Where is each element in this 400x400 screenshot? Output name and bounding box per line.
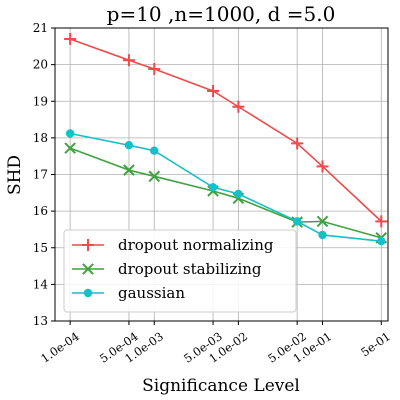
legend-label: gaussian	[118, 284, 185, 302]
x-tick-label: 5e-01	[358, 329, 393, 359]
y-tick-label: 20	[33, 58, 48, 72]
y-tick-label: 13	[33, 314, 48, 328]
y-axis-label: SHD	[5, 155, 25, 195]
data-point	[316, 215, 329, 228]
data-point	[318, 230, 327, 240]
series-0	[64, 32, 388, 228]
legend-entry: dropout normalizing	[72, 236, 274, 254]
data-point	[291, 137, 304, 150]
y-axis: 13 14 15 16 17 18 19 20 21	[33, 21, 55, 328]
data-point	[375, 215, 388, 228]
legend-label: dropout stabilizing	[118, 260, 262, 278]
legend-entry: dropout stabilizing	[72, 260, 262, 278]
y-tick-label: 18	[33, 131, 48, 145]
data-point	[148, 170, 161, 183]
x-axis: 1.0e-04 5.0e-041.0e-03 5.0e-031.0e-02 5.0e-…	[38, 321, 393, 366]
series-line	[69, 38, 382, 222]
data-point	[234, 189, 243, 199]
data-point	[82, 239, 94, 251]
data-point	[82, 263, 94, 275]
y-tick-label: 17	[33, 168, 48, 182]
series-1	[64, 142, 388, 244]
data-point	[292, 217, 302, 226]
legend-box	[63, 229, 297, 313]
data-point	[232, 100, 245, 113]
data-point	[122, 54, 135, 67]
data-point	[316, 160, 329, 173]
series-2	[65, 129, 386, 246]
data-point	[150, 146, 159, 155]
data-point	[64, 32, 77, 45]
chart-title: p=10 ,n=1000, d =5.0	[107, 2, 336, 26]
data-point	[65, 129, 75, 138]
series-layer	[64, 32, 388, 246]
data-point	[377, 236, 386, 246]
y-tick-label: 21	[33, 21, 48, 35]
x-tick-label: 1.0e-04	[38, 329, 82, 365]
y-tick-label: 16	[33, 204, 48, 218]
x-axis-label: Significance Level	[142, 376, 300, 396]
y-tick-label: 14	[33, 277, 49, 291]
legend-entry: gaussian	[72, 284, 185, 302]
y-tick-label: 15	[33, 241, 48, 255]
legend-label: dropout normalizing	[118, 236, 274, 254]
data-point	[207, 84, 220, 97]
data-point	[124, 141, 134, 150]
legend: dropout normalizing dropout stabilizing ga…	[63, 229, 297, 313]
data-point	[64, 142, 76, 154]
data-point	[83, 288, 93, 298]
series-line	[69, 132, 382, 242]
data-point	[208, 183, 218, 192]
series-line	[69, 147, 382, 239]
y-tick-label: 19	[33, 94, 48, 108]
data-point	[148, 63, 161, 76]
data-point	[123, 164, 135, 176]
